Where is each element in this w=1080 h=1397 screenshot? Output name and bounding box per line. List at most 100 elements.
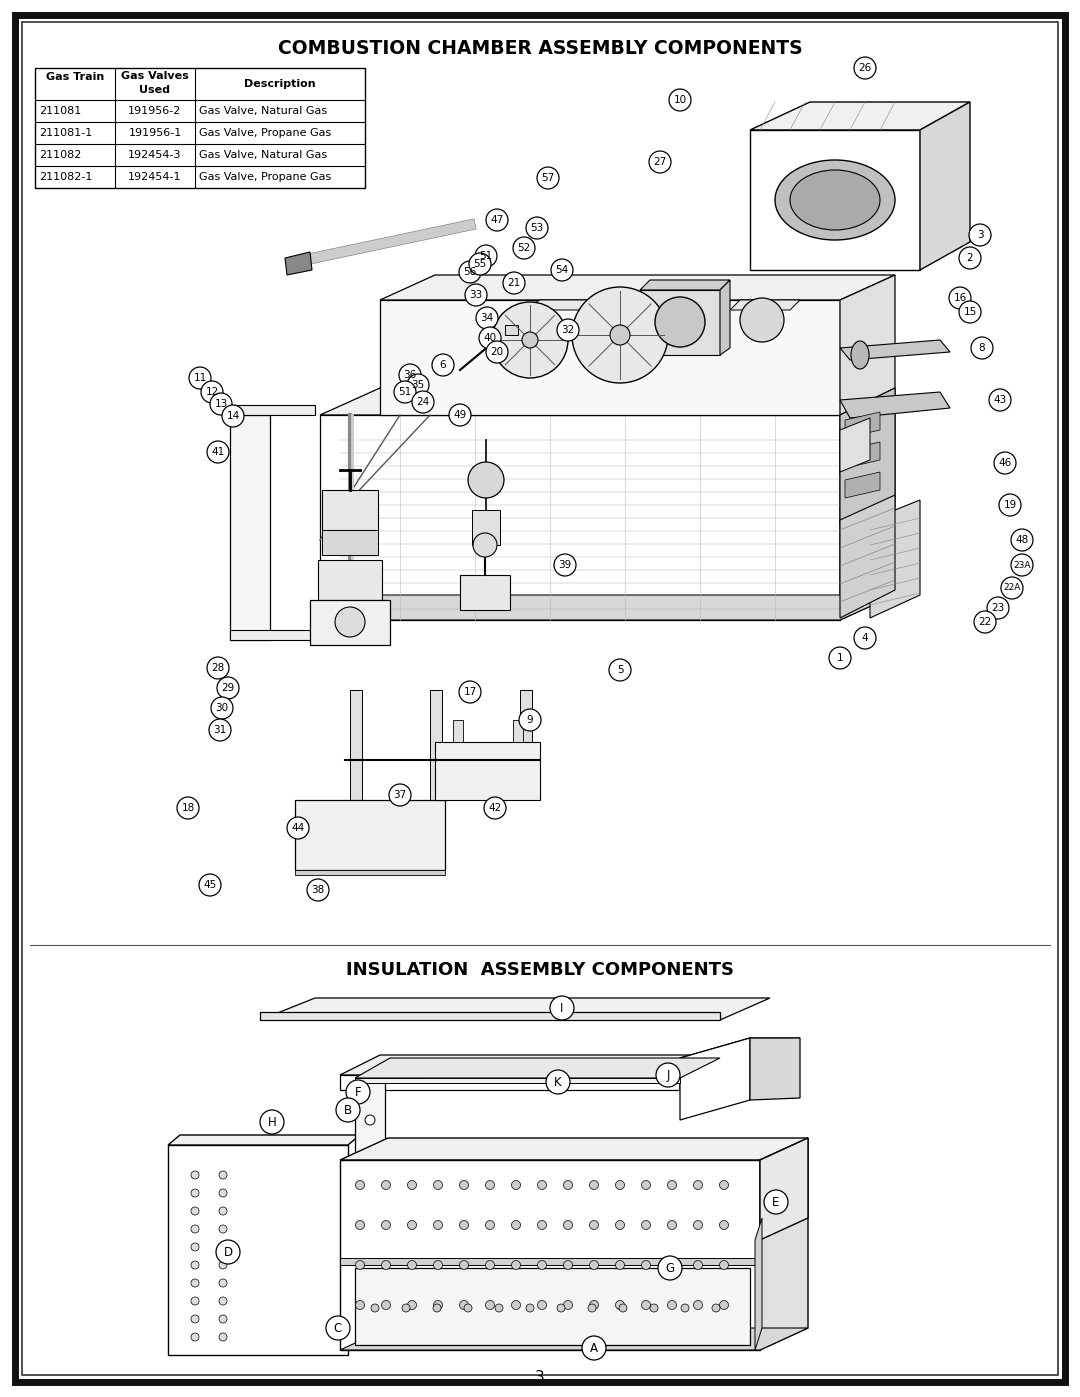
Circle shape xyxy=(740,298,784,342)
Polygon shape xyxy=(840,388,895,525)
Circle shape xyxy=(582,1336,606,1361)
Circle shape xyxy=(486,1260,495,1270)
Circle shape xyxy=(191,1261,199,1268)
Circle shape xyxy=(994,453,1016,474)
Text: Description: Description xyxy=(244,80,315,89)
Text: 192454-1: 192454-1 xyxy=(129,172,181,182)
Circle shape xyxy=(486,1180,495,1189)
Polygon shape xyxy=(430,690,442,800)
Circle shape xyxy=(495,1303,503,1312)
Polygon shape xyxy=(680,1055,720,1090)
Circle shape xyxy=(399,365,421,386)
Circle shape xyxy=(550,996,573,1020)
Circle shape xyxy=(712,1303,720,1312)
Circle shape xyxy=(974,610,996,633)
Polygon shape xyxy=(750,1038,800,1099)
Circle shape xyxy=(191,1296,199,1305)
Text: 38: 38 xyxy=(311,886,325,895)
Text: Gas Valve, Propane Gas: Gas Valve, Propane Gas xyxy=(199,172,332,182)
Text: Gas Valve, Natural Gas: Gas Valve, Natural Gas xyxy=(199,149,327,161)
Text: 9: 9 xyxy=(527,715,534,725)
Polygon shape xyxy=(355,1268,750,1345)
Circle shape xyxy=(512,1180,521,1189)
Circle shape xyxy=(464,1303,472,1312)
Polygon shape xyxy=(285,251,312,275)
Circle shape xyxy=(394,381,416,402)
Circle shape xyxy=(551,258,573,281)
Text: 36: 36 xyxy=(403,370,417,380)
Circle shape xyxy=(658,1256,681,1280)
Circle shape xyxy=(407,1221,417,1229)
Circle shape xyxy=(764,1190,788,1214)
Text: Gas Train: Gas Train xyxy=(45,73,104,82)
Text: 12: 12 xyxy=(205,387,218,397)
Circle shape xyxy=(459,680,481,703)
Circle shape xyxy=(468,462,504,497)
Circle shape xyxy=(484,798,507,819)
Text: 3: 3 xyxy=(976,231,983,240)
Text: H: H xyxy=(268,1115,276,1129)
Circle shape xyxy=(693,1301,702,1309)
Circle shape xyxy=(616,1260,624,1270)
Text: 26: 26 xyxy=(859,63,872,73)
Text: 4: 4 xyxy=(862,633,868,643)
Text: 211082-1: 211082-1 xyxy=(39,172,93,182)
Polygon shape xyxy=(230,405,315,415)
Circle shape xyxy=(381,1221,391,1229)
Polygon shape xyxy=(322,490,378,529)
Text: 13: 13 xyxy=(214,400,228,409)
Polygon shape xyxy=(230,630,315,640)
Circle shape xyxy=(642,1180,650,1189)
Polygon shape xyxy=(355,1083,384,1175)
Circle shape xyxy=(609,659,631,680)
Circle shape xyxy=(191,1333,199,1341)
Text: 55: 55 xyxy=(473,258,487,270)
Circle shape xyxy=(480,327,501,349)
Polygon shape xyxy=(870,500,920,617)
Circle shape xyxy=(335,608,365,637)
Text: 3: 3 xyxy=(535,1370,545,1386)
Text: Used: Used xyxy=(139,85,171,95)
Circle shape xyxy=(211,697,233,719)
Circle shape xyxy=(512,1221,521,1229)
Circle shape xyxy=(219,1315,227,1323)
Circle shape xyxy=(503,272,525,293)
Circle shape xyxy=(219,1225,227,1234)
Polygon shape xyxy=(840,275,895,415)
Text: 8: 8 xyxy=(978,344,985,353)
Circle shape xyxy=(355,1180,365,1189)
Circle shape xyxy=(486,1221,495,1229)
Circle shape xyxy=(402,1303,410,1312)
Polygon shape xyxy=(472,510,500,545)
Circle shape xyxy=(219,1207,227,1215)
Polygon shape xyxy=(355,1078,420,1083)
Circle shape xyxy=(433,1221,443,1229)
Circle shape xyxy=(681,1303,689,1312)
Circle shape xyxy=(667,1260,676,1270)
Polygon shape xyxy=(519,300,680,310)
Text: 23A: 23A xyxy=(1013,560,1030,570)
Text: 23: 23 xyxy=(991,604,1004,613)
Text: 30: 30 xyxy=(215,703,229,712)
Circle shape xyxy=(492,302,568,379)
Text: 51: 51 xyxy=(480,251,492,261)
Polygon shape xyxy=(340,1160,760,1350)
Circle shape xyxy=(667,1301,676,1309)
Text: B: B xyxy=(343,1104,352,1116)
Circle shape xyxy=(191,1225,199,1234)
Text: 17: 17 xyxy=(463,687,476,697)
Text: 11: 11 xyxy=(193,373,206,383)
Polygon shape xyxy=(730,300,800,310)
Text: COMBUSTION CHAMBER ASSEMBLY COMPONENTS: COMBUSTION CHAMBER ASSEMBLY COMPONENTS xyxy=(278,39,802,57)
Circle shape xyxy=(829,647,851,669)
Circle shape xyxy=(693,1260,702,1270)
Circle shape xyxy=(616,1301,624,1309)
Circle shape xyxy=(433,1260,443,1270)
Text: A: A xyxy=(590,1341,598,1355)
Polygon shape xyxy=(519,690,532,800)
Circle shape xyxy=(191,1315,199,1323)
Polygon shape xyxy=(340,1259,760,1266)
Circle shape xyxy=(381,1260,391,1270)
Circle shape xyxy=(222,405,244,427)
Text: K: K xyxy=(554,1076,562,1088)
